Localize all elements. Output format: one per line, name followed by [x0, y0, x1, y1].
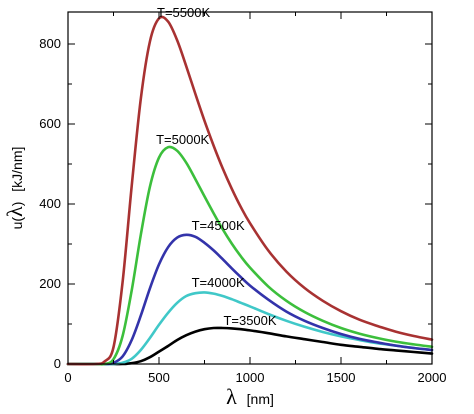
- y-tick-label: 400: [39, 196, 61, 211]
- y-axis-prefix: u(: [9, 217, 25, 230]
- x-tick-label: 0: [64, 370, 71, 385]
- y-tick-label: 800: [39, 36, 61, 51]
- y-tick-label: 200: [39, 276, 61, 291]
- x-tick-label: 2000: [418, 370, 447, 385]
- y-tick-label: 0: [54, 356, 61, 371]
- x-axis-symbol: λ: [226, 384, 237, 409]
- x-axis-title: λ [nm]: [226, 384, 274, 409]
- y-axis-symbol: λ: [2, 206, 27, 217]
- curves-layer: [66, 15, 434, 366]
- x-tick-label: 1500: [327, 370, 356, 385]
- x-tick-label: 500: [148, 370, 170, 385]
- curve-label-t4000: T=4000K: [192, 275, 245, 290]
- curve-label-t3500: T=3500K: [223, 313, 276, 328]
- y-axis-unit: [kJ/nm]: [9, 147, 25, 192]
- x-tick-label: 1000: [236, 370, 265, 385]
- curve-t5000: [66, 145, 434, 366]
- plot-frame: [67, 11, 433, 365]
- curve-t4500: [66, 233, 434, 366]
- curve-t4000: [66, 291, 434, 366]
- ticks-layer: 0 500 1000 1500 2000 0 200 400 600 800: [39, 12, 446, 385]
- curve-label-t5000: T=5000K: [156, 132, 209, 147]
- y-axis-title: u(λ) [kJ/nm]: [2, 147, 27, 230]
- curve-t5500: [66, 15, 434, 366]
- x-axis-unit: [nm]: [247, 391, 274, 407]
- y-tick-label: 600: [39, 116, 61, 131]
- curve-label-t4500: T=4500K: [192, 218, 245, 233]
- y-axis-suffix: ): [9, 202, 25, 207]
